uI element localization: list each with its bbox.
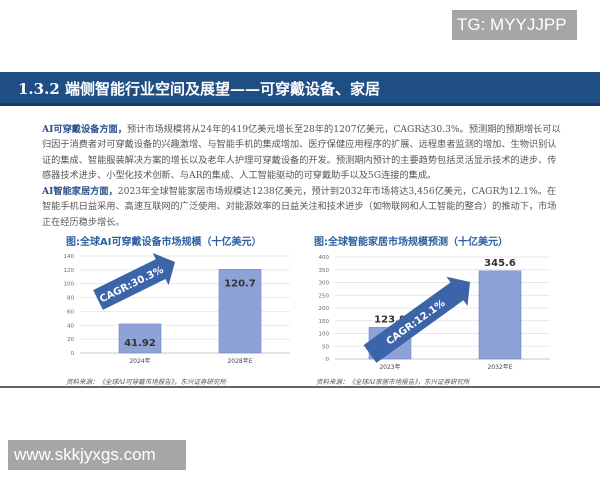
page-title: 1.3.2 端侧智能行业空间及展望——可穿戴设备、家居: [18, 80, 380, 98]
bar: [218, 269, 262, 354]
y-tick-label: 40: [67, 323, 74, 329]
y-tick-label: 150: [319, 319, 330, 325]
paragraph-text: 预计市场规模将从24年的419亿美元增长至28年的1207亿美元，CAGR达30…: [42, 124, 561, 181]
paragraph-smarthome: AI智能家居方面，2023年全球智能家居市场规模达1238亿美元，预计到2032…: [42, 184, 562, 230]
paragraph-lead: AI智能家居方面，: [42, 186, 118, 197]
data-label: 123.8: [374, 314, 406, 325]
y-tick-label: 60: [67, 309, 74, 315]
data-label: 41.92: [124, 338, 156, 349]
paragraph-lead: AI可穿戴设备方面，: [42, 124, 127, 135]
y-tick-label: 200: [319, 306, 330, 312]
bar: [118, 323, 162, 354]
y-tick-label: 300: [319, 281, 330, 287]
data-label: 345.6: [484, 258, 516, 269]
y-tick-label: 80: [67, 296, 74, 302]
arrow-shape: [93, 252, 176, 310]
y-tick-label: 0: [71, 351, 75, 357]
y-tick-label: 250: [319, 293, 330, 299]
section-header: 1.3.2 端侧智能行业空间及展望——可穿戴设备、家居: [0, 72, 600, 106]
y-tick-label: 120: [64, 268, 75, 274]
chart-source: 资料来源：《全球AI可穿戴市场报告》，东兴证券研究所: [66, 378, 227, 386]
y-tick-label: 140: [64, 254, 75, 260]
x-tick-label: 2024年: [129, 357, 150, 365]
paragraph-text: 2023年全球智能家居市场规模达1238亿美元，预计到2032年市场将达3,45…: [42, 186, 557, 228]
chart-source: 资料来源：《全球AI家居市场报告》，东兴证券研究所: [316, 378, 470, 386]
arrow-shape: [363, 276, 470, 363]
chart-title: 图:全球智能家居市场规模预测（十亿美元）: [314, 237, 508, 248]
chart-title: 图:全球AI可穿戴设备市场规模（十亿美元）: [66, 237, 262, 248]
y-tick-label: 100: [64, 282, 75, 288]
x-tick-label: 2023年: [379, 363, 400, 371]
x-tick-label: 2032年E: [487, 363, 512, 371]
watermark-bottom: www.skkjyxgs.com: [8, 440, 186, 470]
cagr-arrow-icon: CAGR:30.3%: [93, 252, 176, 310]
bar: [478, 270, 522, 360]
y-tick-label: 20: [67, 337, 74, 343]
y-tick-label: 400: [319, 255, 330, 261]
watermark-top: TG: MYYJJPP: [452, 10, 577, 40]
data-label: 120.7: [224, 278, 256, 289]
y-tick-label: 0: [326, 357, 330, 363]
y-tick-label: 350: [319, 268, 330, 274]
paragraph-wearables: AI可穿戴设备方面，预计市场规模将从24年的419亿美元增长至28年的1207亿…: [42, 122, 562, 183]
x-tick-label: 2028年E: [227, 357, 252, 365]
divider: [0, 386, 600, 388]
y-tick-label: 100: [319, 332, 330, 338]
y-tick-label: 50: [322, 344, 329, 350]
